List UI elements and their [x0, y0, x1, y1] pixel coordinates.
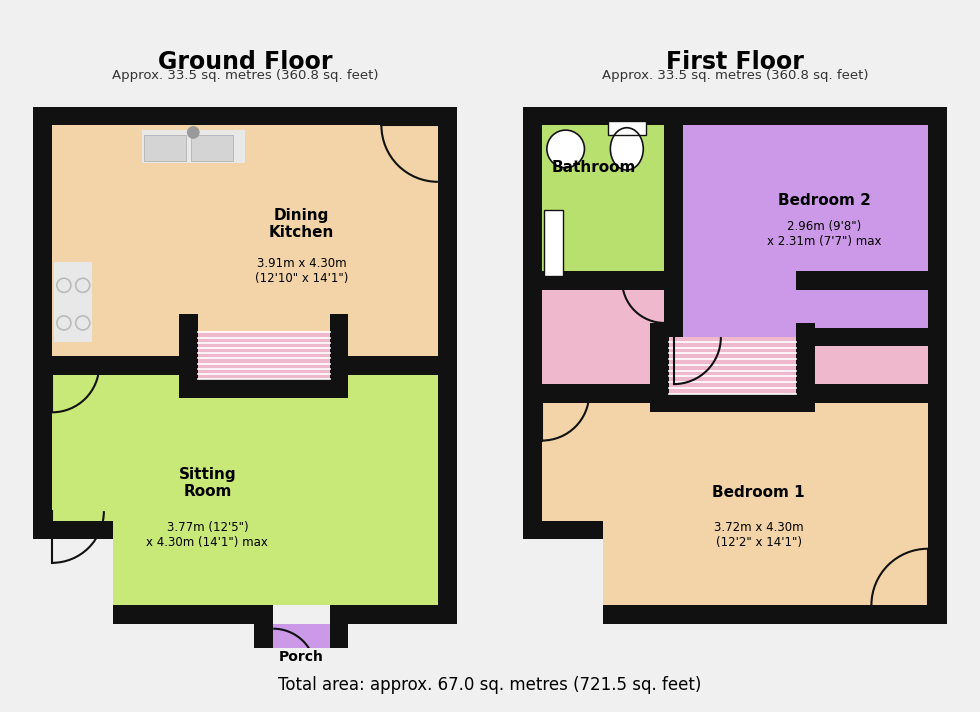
Text: Bedroom 2: Bedroom 2	[778, 193, 871, 208]
Bar	[523, 107, 542, 624]
Bar	[928, 107, 947, 624]
Text: Approx. 33.5 sq. metres (360.8 sq. feet): Approx. 33.5 sq. metres (360.8 sq. feet)	[112, 69, 378, 82]
Text: Ground Floor: Ground Floor	[158, 50, 332, 74]
Bar	[144, 135, 186, 161]
Bar	[523, 520, 584, 539]
Ellipse shape	[611, 127, 643, 170]
Text: Porch: Porch	[279, 650, 323, 664]
Bar	[664, 281, 683, 337]
Text: Bedroom 1: Bedroom 1	[712, 485, 805, 500]
Text: 2.96m (9'8")
x 2.31m (7'7") max: 2.96m (9'8") x 2.31m (7'7") max	[767, 219, 882, 248]
Bar	[198, 333, 329, 398]
Bar	[545, 210, 563, 276]
Bar	[33, 605, 457, 624]
Bar	[542, 384, 669, 403]
Bar	[329, 356, 438, 375]
Bar	[52, 125, 438, 365]
Bar	[796, 328, 928, 347]
Circle shape	[547, 130, 584, 168]
Text: Total area: approx. 67.0 sq. metres (721.5 sq. feet): Total area: approx. 67.0 sq. metres (721…	[278, 676, 702, 694]
Bar	[523, 539, 604, 624]
Bar	[542, 125, 674, 281]
Bar	[329, 313, 349, 398]
Bar	[542, 394, 928, 605]
Text: Approx. 33.5 sq. metres (360.8 sq. feet): Approx. 33.5 sq. metres (360.8 sq. feet)	[602, 69, 868, 82]
Bar	[273, 605, 329, 624]
Bar	[255, 624, 273, 690]
Bar	[523, 107, 947, 125]
Bar	[141, 130, 245, 163]
Text: 3.77m (12'5")
x 4.30m (14'1") max: 3.77m (12'5") x 4.30m (14'1") max	[146, 520, 269, 549]
Text: Bathroom: Bathroom	[552, 160, 636, 175]
Bar	[438, 107, 457, 624]
Bar	[542, 271, 674, 290]
Bar	[255, 605, 349, 690]
Text: Sitting
Room: Sitting Room	[178, 466, 236, 499]
Bar	[179, 313, 198, 398]
Text: 3.72m x 4.30m
(12'2" x 14'1"): 3.72m x 4.30m (12'2" x 14'1")	[713, 520, 804, 549]
Bar	[796, 323, 815, 412]
Bar	[191, 135, 233, 161]
Bar	[55, 262, 92, 342]
Bar	[651, 323, 669, 412]
Bar	[584, 520, 604, 624]
Text: First Floor: First Floor	[666, 50, 804, 74]
Bar	[796, 384, 928, 403]
Bar	[33, 107, 52, 624]
Text: Dining
Kitchen: Dining Kitchen	[269, 208, 334, 241]
Bar	[179, 379, 349, 398]
Text: 3.91m x 4.30m
(12'10" x 14'1"): 3.91m x 4.30m (12'10" x 14'1")	[255, 257, 348, 286]
Bar	[523, 605, 947, 624]
Bar	[651, 394, 815, 412]
Bar	[33, 539, 114, 624]
Bar	[664, 125, 683, 281]
Bar	[33, 520, 94, 539]
Bar	[255, 671, 349, 690]
Bar	[94, 520, 114, 624]
Bar	[329, 624, 349, 690]
Bar	[608, 120, 646, 135]
Circle shape	[187, 127, 199, 138]
Bar	[796, 271, 928, 290]
Bar	[542, 281, 928, 394]
Bar	[674, 125, 928, 337]
Bar	[52, 365, 438, 605]
Bar	[52, 356, 198, 375]
Bar	[669, 342, 796, 412]
Bar	[33, 107, 457, 125]
